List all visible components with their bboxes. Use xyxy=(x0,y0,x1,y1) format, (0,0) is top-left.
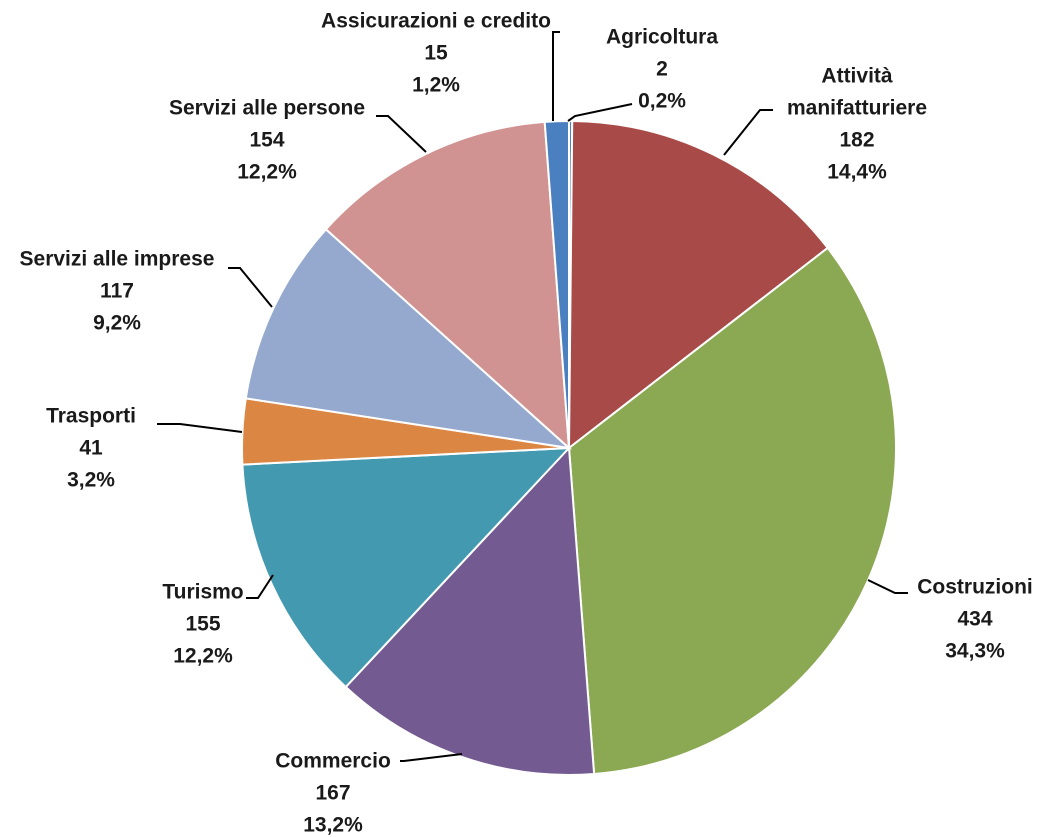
data-label-attivita-manifatturiere-name: manifatturiere xyxy=(787,97,927,120)
data-label-costruzioni-percent: 34,3% xyxy=(945,640,1005,663)
data-label-trasporti-name: Trasporti xyxy=(46,405,136,428)
data-label-costruzioni-name: Costruzioni xyxy=(917,576,1033,599)
leader-lines-layer xyxy=(157,31,908,762)
data-label-servizi-alle-imprese: Servizi alle imprese 117 9,2% xyxy=(20,248,215,335)
slice-servizi-alle-persone xyxy=(324,120,571,451)
slices-layer xyxy=(241,119,897,776)
leader-line-assicurazioni-e-credito xyxy=(552,31,560,121)
leader-line-turismo xyxy=(246,574,274,599)
data-label-servizi-alle-persone: Servizi alle persone 154 12,2% xyxy=(169,97,365,184)
data-label-servizi-alle-imprese-percent: 9,2% xyxy=(93,312,141,335)
data-label-servizi-alle-imprese-name: Servizi alle imprese xyxy=(20,248,215,271)
data-label-agricoltura-value: 2 xyxy=(656,58,668,81)
data-label-trasporti-percent: 3,2% xyxy=(67,469,115,492)
data-label-commercio-percent: 13,2% xyxy=(303,814,363,837)
leader-line-agricoltura xyxy=(567,103,633,122)
data-label-agricoltura-name: Agricoltura xyxy=(606,26,718,49)
leader-line-trasporti xyxy=(157,423,243,433)
data-label-assicurazioni-e-credito-value: 15 xyxy=(424,42,448,65)
labels-layer: Agricoltura 2 0,2% Attività manifatturiere 18… xyxy=(20,10,1033,837)
data-label-commercio: Commercio 167 13,2% xyxy=(275,750,391,837)
data-label-servizi-alle-persone-value: 154 xyxy=(249,129,284,152)
data-label-turismo: Turismo 155 12,2% xyxy=(162,581,243,668)
leader-line-commercio xyxy=(400,753,463,762)
data-label-assicurazioni-e-credito: Assicurazioni e credito 15 1,2% xyxy=(321,10,551,97)
data-label-servizi-alle-imprese-value: 117 xyxy=(100,280,134,303)
data-label-turismo-value: 155 xyxy=(185,613,220,636)
data-label-costruzioni-value: 434 xyxy=(957,608,992,631)
leader-line-costruzioni xyxy=(867,579,908,594)
data-label-attivita-manifatturiere: Attività manifatturiere 182 14,4% xyxy=(787,65,927,184)
data-label-servizi-alle-persone-name: Servizi alle persone xyxy=(169,97,365,120)
slice-attivita-manifatturiere xyxy=(567,120,830,451)
leader-line-attivita-manifatturiere xyxy=(723,109,773,156)
leader-line-servizi-alle-imprese xyxy=(228,267,273,308)
data-label-commercio-value: 167 xyxy=(315,782,350,805)
slice-commercio xyxy=(344,445,596,776)
data-label-turismo-name: Turismo xyxy=(162,581,243,604)
data-label-agricoltura: Agricoltura 2 0,2% xyxy=(606,26,718,113)
data-label-attivita-manifatturiere-name: Attività xyxy=(821,65,892,88)
data-label-attivita-manifatturiere-percent: 14,4% xyxy=(827,161,887,184)
data-label-servizi-alle-persone-percent: 12,2% xyxy=(237,161,297,184)
data-label-assicurazioni-e-credito-name: Assicurazioni e credito xyxy=(321,10,551,33)
data-label-attivita-manifatturiere-value: 182 xyxy=(839,129,874,152)
data-label-costruzioni: Costruzioni 434 34,3% xyxy=(917,576,1033,663)
data-label-assicurazioni-e-credito-percent: 1,2% xyxy=(412,74,460,97)
slice-servizi-alle-imprese xyxy=(244,227,573,450)
data-label-commercio-name: Commercio xyxy=(275,750,391,773)
slice-turismo xyxy=(241,446,572,689)
leader-line-servizi-alle-persone xyxy=(376,115,427,153)
data-label-agricoltura-percent: 0,2% xyxy=(638,90,686,113)
data-label-trasporti-value: 41 xyxy=(79,437,103,460)
data-label-turismo-percent: 12,2% xyxy=(173,645,233,668)
data-label-trasporti: Trasporti 41 3,2% xyxy=(46,405,136,492)
